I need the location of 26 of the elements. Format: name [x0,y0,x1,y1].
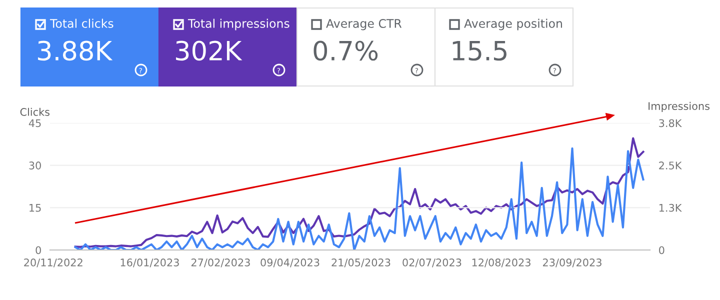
y-tick-label: 15 [30,204,41,212]
y2-axis-title: Impressions [648,102,710,112]
x-tick-label: 12/08/2023 [472,258,530,268]
text: 0.7% [314,40,378,61]
category-label: Total impressions [188,18,290,30]
text: 302K [176,40,242,61]
x-tick-label: 09/04/2023 [260,258,320,268]
y-tick-label: 30 [29,162,41,170]
y2-tick-label: 1.3K [659,204,682,212]
y2-tick-label: 3.8K [659,119,682,128]
category-label: Total clicks [50,18,114,28]
x-tick-label: 27/02/2023 [191,258,250,268]
text: 3.88K [38,40,113,61]
x-tick-label: 02/07/2023 [402,258,462,268]
category-label: Average CTR [326,18,402,30]
y-axis-title: Clicks [20,108,50,116]
text: 15.5 [452,41,506,61]
x-tick-label: 16/01/2023 [120,258,179,268]
y-tick-label: 0 [36,246,41,254]
category-label: Average position [464,18,562,30]
y2-tick-label: 0 [659,246,664,254]
x-tick-label: 23/09/2023 [542,258,602,268]
x-tick-label: 21/05/2023 [332,258,390,268]
y-tick-label: 45 [28,119,41,128]
x-tick-label: 20/11/2022 [24,258,82,268]
y2-tick-label: 2.5K [659,162,682,170]
